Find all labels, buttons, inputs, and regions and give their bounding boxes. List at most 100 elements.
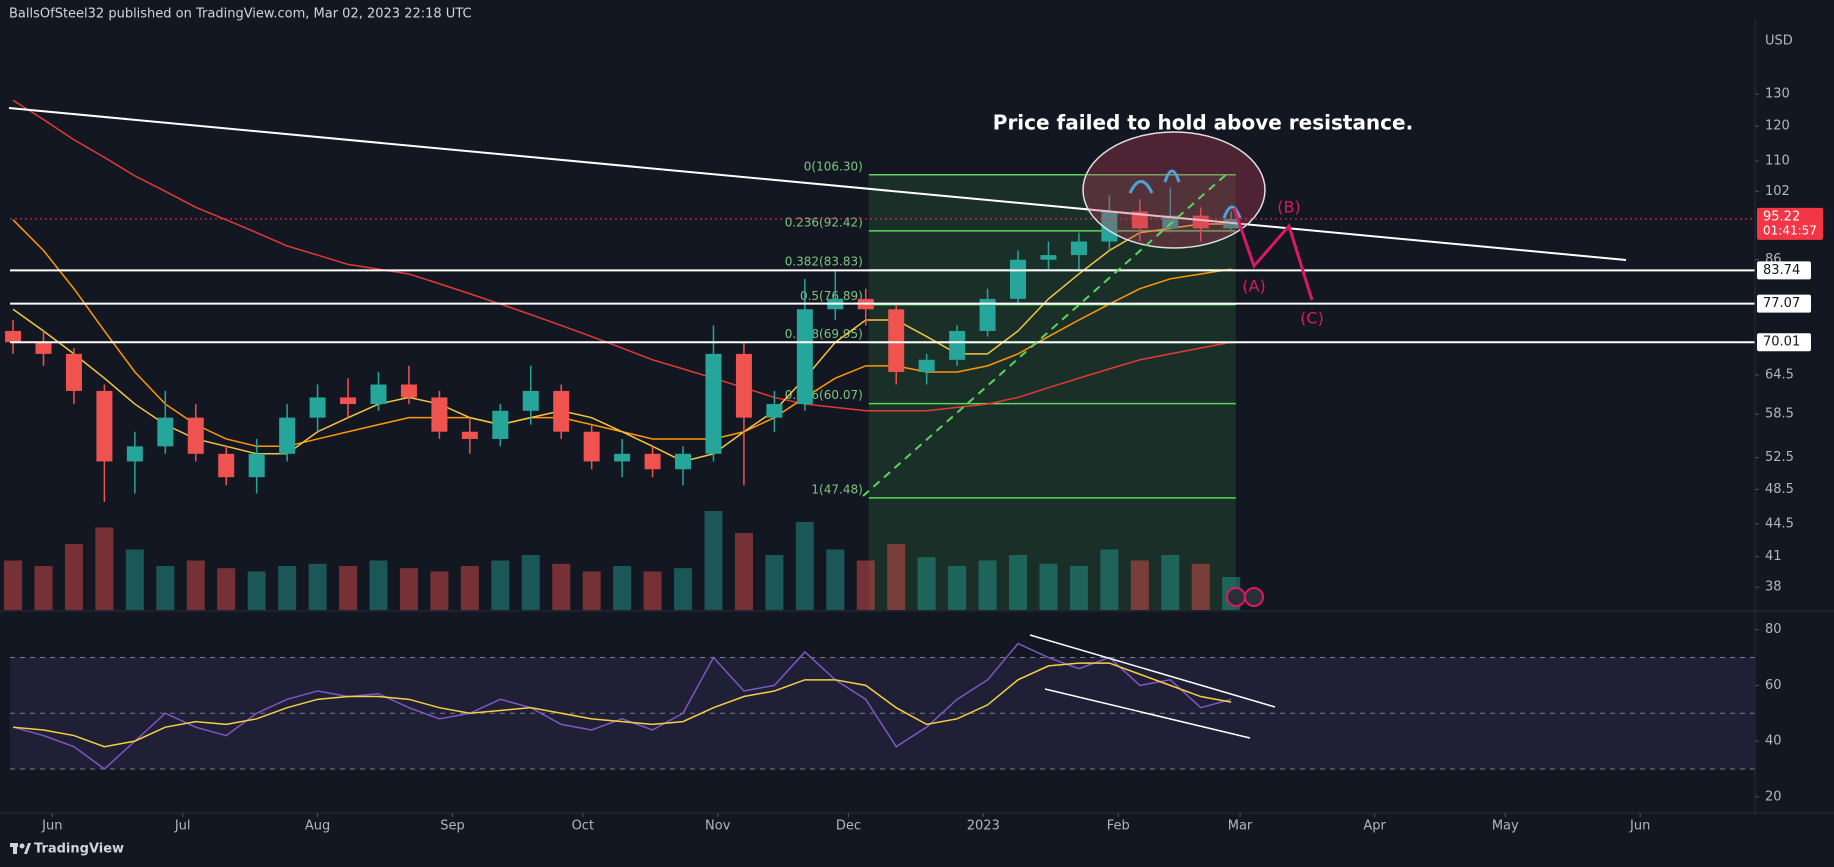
trendline (8, 107, 1627, 261)
y-tick-label: 48.5 (1765, 482, 1794, 497)
fib-label: 0.618(69.95) (785, 327, 863, 341)
level-label-box (1757, 261, 1811, 280)
level-label: 83.74 (1763, 263, 1800, 278)
candle-body (218, 453, 235, 478)
volume-bar (1161, 555, 1180, 610)
x-tick-label: Apr (1363, 819, 1386, 834)
volume-bar (1130, 560, 1149, 610)
event-icon (1226, 587, 1246, 607)
wave-label: (B) (1277, 198, 1300, 217)
volume-bar (247, 571, 266, 610)
rsi-line (12, 642, 1232, 770)
moving-average (12, 223, 1232, 463)
volume-bar (4, 560, 23, 610)
volume-bar (856, 560, 875, 610)
candle-body (157, 417, 174, 447)
x-tick-label: Jun (1629, 819, 1650, 834)
wave-label: (C) (1300, 309, 1324, 328)
candle-body (766, 404, 783, 418)
x-tick-label: Oct (572, 819, 594, 834)
volume-bar (582, 571, 601, 610)
wave-label: (A) (1242, 277, 1265, 296)
level-label: 70.01 (1763, 335, 1800, 350)
volume-bar (552, 563, 571, 610)
candle-body (1070, 241, 1087, 256)
annotation-note: Price failed to hold above resistance. (993, 111, 1413, 135)
candle-body (126, 446, 143, 462)
volume-bar (369, 560, 388, 610)
candle-body (705, 353, 722, 454)
volume-bar (125, 549, 144, 610)
volume-bar (795, 522, 814, 610)
candle-body (949, 330, 966, 360)
candle-body (796, 309, 813, 405)
x-tick-label: Sep (440, 819, 465, 834)
y-tick-label: 44.5 (1765, 516, 1794, 531)
volume-bar (430, 571, 449, 610)
rsi-channel-line (1029, 634, 1276, 708)
level-label-box (1757, 333, 1811, 352)
x-tick-label: Nov (705, 819, 731, 834)
volume-bar (704, 511, 723, 610)
publisher: BallsOfSteel32 published on TradingView.… (9, 7, 472, 22)
y-tick-label: 102 (1765, 184, 1790, 199)
fib-label: 1(47.48) (811, 482, 862, 496)
fib-label: 0(106.30) (804, 159, 863, 173)
last-price-box (1757, 207, 1823, 240)
y-tick-label: 52.5 (1765, 450, 1794, 465)
fib-label: 0.786(60.07) (785, 388, 863, 402)
currency: USD (1765, 34, 1793, 49)
main-layer: 0(106.30) 0.236(92.42) 0.382(83.83) 0.5(76.… (5, 87, 1823, 834)
level-label-box (1757, 294, 1811, 313)
candle-body (96, 390, 113, 462)
candle-body (553, 390, 570, 432)
volume-bar (917, 557, 936, 610)
candle-body (1131, 211, 1148, 229)
volume-bar (399, 568, 418, 610)
candle-body (400, 384, 417, 398)
candle-body (309, 397, 326, 418)
volume-bar (887, 544, 906, 610)
candle-body (644, 453, 661, 470)
y-tick-label: 38 (1765, 580, 1782, 595)
volume-bar (765, 555, 784, 610)
y-tick-label: 64.5 (1765, 368, 1794, 383)
y-tick-label: 130 (1765, 87, 1790, 102)
y-tick-label: 40 (1765, 734, 1782, 749)
volume-bar (1191, 563, 1210, 610)
candle-body (614, 453, 631, 462)
candle-body (888, 309, 905, 372)
y-tick-label: 80 (1765, 622, 1782, 637)
x-tick-label: Jul (174, 819, 191, 834)
x-tick-label: Mar (1228, 819, 1253, 834)
volume-bar (186, 560, 205, 610)
x-tick-label: Aug (305, 819, 330, 834)
x-tick-label: 2023 (967, 819, 1000, 834)
volume-bar (978, 560, 997, 610)
y-tick-label: 58.5 (1765, 407, 1794, 422)
candle-body (279, 417, 296, 454)
volume-bar (1009, 555, 1028, 610)
volume-bar (1069, 566, 1088, 610)
rsi-line (12, 662, 1232, 748)
wave-projection (1232, 207, 1314, 301)
candle-body (918, 359, 935, 372)
volume-bar (826, 549, 845, 610)
y-tick-label: 60 (1765, 678, 1782, 693)
last-price-label: 95.22 (1763, 209, 1800, 224)
volume-bar (1100, 549, 1119, 610)
candle-body (1040, 255, 1057, 260)
x-tick-label: May (1492, 819, 1519, 834)
candle-body (735, 353, 752, 418)
volume-bar (95, 527, 114, 610)
candle-body (65, 353, 82, 391)
volume-bar (308, 563, 327, 610)
volume-bar (278, 566, 297, 610)
level-label: 77.07 (1763, 296, 1800, 311)
countdown-label: 01:41:57 (1763, 223, 1817, 237)
volume-bar (521, 555, 540, 610)
candle-body (340, 397, 357, 405)
volume-bar (156, 566, 175, 610)
candle-body (187, 417, 204, 454)
